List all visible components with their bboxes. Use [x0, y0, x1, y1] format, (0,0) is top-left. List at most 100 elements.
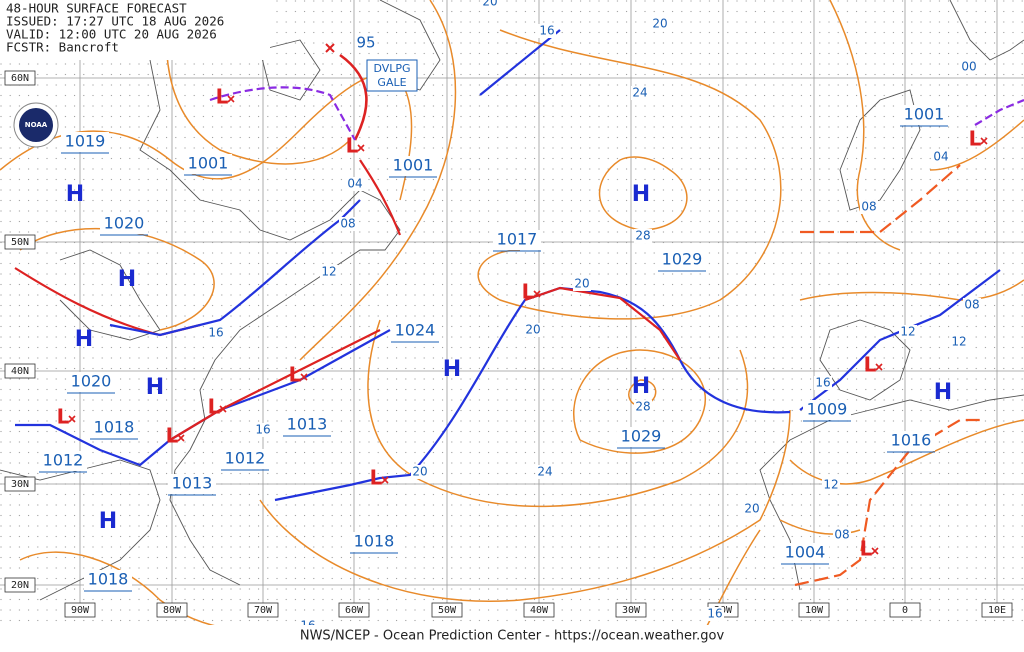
noaa-logo: NOAA	[13, 102, 59, 148]
low-center: L	[864, 353, 877, 377]
isobar-label: 16	[208, 326, 223, 340]
isobar-label: 16	[815, 376, 830, 390]
high-center: H	[632, 374, 650, 399]
lon-label: 0	[902, 605, 908, 616]
graticule	[0, 0, 1024, 605]
isobar-label-bg	[899, 325, 917, 339]
isobar-label: 12	[321, 265, 336, 279]
pressure-label: 1029	[662, 250, 703, 269]
low-center-mark	[177, 434, 185, 442]
pressure-label: 1001	[393, 156, 434, 175]
pressure-label: 1016	[891, 431, 932, 450]
isobar-label: 08	[340, 217, 355, 231]
lon-label: 70W	[254, 605, 273, 616]
pressure-label: 1019	[65, 132, 106, 151]
low-center: L	[370, 466, 383, 490]
isobar-label: 16	[255, 423, 270, 437]
pressure-label: 1013	[287, 415, 328, 434]
pressure-label-bg	[67, 372, 115, 392]
pressure-label: 1012	[225, 449, 266, 468]
pressure-label: 1018	[94, 418, 135, 437]
lon-label-box	[889, 602, 921, 618]
low-center-mark	[533, 290, 541, 298]
isobar-label: 20	[744, 502, 759, 516]
isobar-label: 00	[961, 60, 976, 74]
lon-label: 40W	[530, 605, 549, 616]
low-center-mark	[300, 373, 308, 381]
isobar-label: 20	[652, 17, 667, 31]
pressure-label-bg	[803, 400, 851, 420]
low-center: L	[346, 134, 359, 158]
isobar-label-bg	[651, 17, 669, 31]
isobar-label-bg	[346, 177, 364, 191]
lat-label: 20N	[11, 580, 29, 591]
isobar-label: 28	[635, 400, 650, 414]
low-center: L	[208, 395, 221, 419]
isobar-label-bg	[573, 277, 591, 291]
isobar-label: 24	[537, 465, 552, 479]
pressure-label: 1001	[188, 154, 229, 173]
pressure-label: 1001	[904, 105, 945, 124]
pressure-label-bg	[221, 449, 269, 469]
high-center: H	[934, 380, 952, 405]
low-center: L	[216, 85, 229, 109]
labels: 60N50N40N30N20N90W80W70W60W50W40W30W20W1…	[4, 0, 1013, 633]
low-center: L	[57, 405, 70, 429]
isobar-label-bg	[822, 478, 840, 492]
low-center-mark	[875, 363, 883, 371]
lat-label-box	[4, 476, 36, 492]
pressure-label-bg	[39, 451, 87, 471]
isobar-label-bg	[814, 376, 832, 390]
pressure-label-bg	[493, 230, 541, 250]
isobar-label-bg	[860, 200, 878, 214]
pressure-label: 1018	[354, 532, 395, 551]
isobar-label: 20	[482, 0, 497, 9]
low-center: L	[289, 363, 302, 387]
low-center-mark	[871, 547, 879, 555]
gale-box: DVLPG GALE	[366, 59, 418, 92]
pressure-label-bg	[90, 418, 138, 438]
isobar-label-bg	[950, 335, 968, 349]
pressure-label-bg	[389, 156, 437, 176]
high-center: H	[632, 182, 650, 207]
isobar-label-bg	[960, 60, 978, 74]
pressure-label: 1009	[807, 400, 848, 419]
header-line: VALID: 12:00 UTC 20 AUG 2026	[6, 27, 217, 42]
low-center: L	[969, 127, 982, 151]
isobar-label-bg	[320, 265, 338, 279]
high-center: H	[146, 375, 164, 400]
low-center-mark	[227, 95, 235, 103]
isobar-label: 08	[834, 528, 849, 542]
lon-label: 60W	[345, 605, 364, 616]
pressure-label-bg	[658, 250, 706, 270]
lat-label-box	[4, 234, 36, 250]
lon-label-box	[981, 602, 1013, 618]
pressure-label-bg	[84, 570, 132, 590]
isobar-label: 12	[951, 335, 966, 349]
logo-text: NOAA	[25, 121, 48, 129]
isobar-label: 16	[707, 607, 722, 621]
low-center: L	[860, 537, 873, 561]
isobar-label-bg	[524, 323, 542, 337]
pressure-label: 1024	[395, 321, 436, 340]
fronts	[14, 29, 1024, 587]
isobar-label: 20	[412, 465, 427, 479]
lon-label-box	[523, 602, 555, 618]
isobar-label: 28	[635, 229, 650, 243]
isobar-label-bg	[963, 298, 981, 312]
pressure-label-bg	[168, 474, 216, 494]
high-center: H	[75, 327, 93, 352]
isobar-label-bg	[706, 607, 724, 621]
coastlines	[0, 0, 1024, 601]
footer: NWS/NCEP - Ocean Prediction Center - htt…	[300, 629, 725, 644]
pressure-label: 1020	[104, 214, 145, 233]
lon-label: 90W	[71, 605, 90, 616]
low-center-mark	[68, 415, 76, 423]
pressure-label: 1004	[785, 543, 826, 562]
isobar-label-bg	[481, 0, 499, 9]
footer-band	[0, 625, 1024, 652]
isobar-label-bg	[339, 217, 357, 231]
lon-label: 10W	[805, 605, 824, 616]
